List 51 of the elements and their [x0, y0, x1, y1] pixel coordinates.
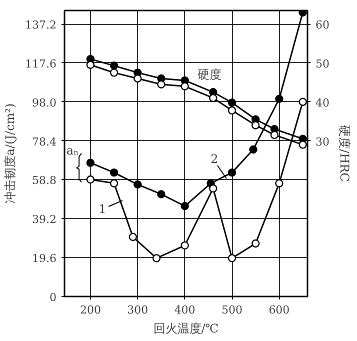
point — [298, 10, 307, 17]
point — [110, 179, 118, 188]
annotation: 2 — [210, 152, 218, 166]
y-tick-label: 39.2 — [32, 213, 57, 226]
annotation: aₙ — [66, 144, 79, 158]
x-tick-label: 200 — [80, 304, 101, 316]
y2-tick-label: 50 — [316, 57, 330, 70]
y2-axis-title: 硬度/HRC — [337, 125, 352, 182]
point — [110, 62, 118, 70]
y2-tick-label: 60 — [316, 18, 330, 32]
y-tick-label: 0 — [50, 291, 56, 304]
point — [86, 175, 95, 184]
point — [180, 241, 189, 250]
point — [298, 140, 307, 149]
point — [110, 168, 118, 177]
point — [209, 184, 218, 193]
x-tick-label: 500 — [222, 304, 243, 316]
point — [180, 202, 189, 210]
point — [298, 98, 307, 106]
y-tick-label: 19.6 — [32, 252, 57, 266]
point — [275, 179, 284, 188]
annotation: 硬度 — [198, 68, 222, 82]
point — [228, 168, 236, 177]
y-axis-title: 冲击韧度a/(J/cm²) — [3, 103, 18, 204]
point — [228, 254, 236, 262]
point — [86, 158, 95, 167]
x-tick-label: 300 — [127, 304, 148, 316]
annotation: 1 — [98, 202, 106, 216]
y-tick-label: 137.2 — [25, 18, 57, 32]
point — [157, 80, 166, 88]
point — [251, 239, 260, 248]
x-tick-label: 600 — [268, 304, 290, 316]
point — [228, 98, 236, 107]
y-tick-label: 78.4 — [32, 135, 57, 148]
point — [249, 145, 258, 154]
y-tick-label: 58.8 — [32, 174, 57, 188]
point — [228, 106, 236, 115]
y2-tick-label: 30 — [316, 135, 330, 148]
y2-tick-label: 40 — [316, 96, 330, 110]
y-tick-label: 117.6 — [25, 57, 57, 70]
point — [110, 68, 118, 77]
x-axis-title: 回火温度/℃ — [153, 322, 219, 336]
x-tick-label: 400 — [174, 304, 196, 316]
point — [134, 180, 142, 189]
y-tick-label: 98.0 — [32, 96, 57, 110]
point — [157, 190, 166, 198]
point — [152, 254, 161, 262]
point — [251, 121, 260, 130]
point — [180, 82, 189, 90]
point — [275, 94, 284, 103]
point — [128, 232, 138, 242]
